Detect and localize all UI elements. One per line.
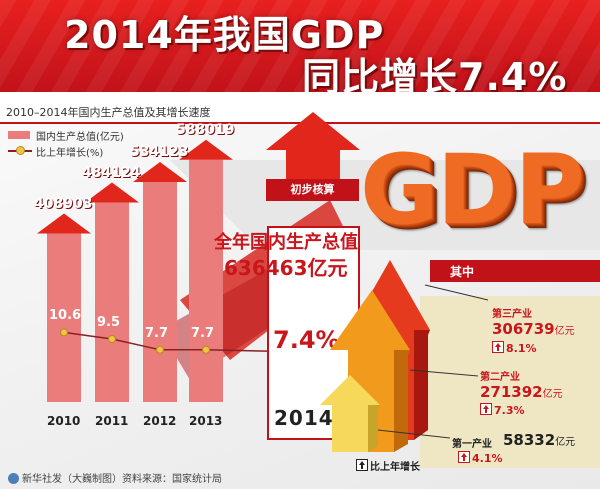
- title-line-1: 2014年我国GDP: [64, 13, 385, 57]
- primary-value: 58332亿元: [503, 431, 575, 449]
- primary-name: 第一产业: [452, 439, 492, 450]
- up-arrow-icon: [356, 459, 368, 471]
- gdp-bar-2013: [189, 159, 223, 402]
- secondary-value: 271392亿元: [480, 383, 563, 401]
- up-arrow-icon: [492, 341, 504, 353]
- tertiary-unit: 亿元: [554, 326, 575, 337]
- legend-bar-swatch: [8, 131, 30, 139]
- rate-label-2011: 9.5: [97, 315, 121, 330]
- xinhua-logo-icon: [8, 473, 19, 484]
- secondary-name: 第二产业: [480, 372, 520, 383]
- prelim-label: 初步核算: [266, 179, 359, 201]
- year-2014-label: 2014: [274, 406, 334, 430]
- growth-point-2012: [156, 345, 164, 354]
- year-label-2013: 2013: [189, 414, 223, 428]
- gdp-label-2010: 408903: [34, 195, 93, 212]
- growth-point-2010: [60, 328, 68, 337]
- tertiary-rate-value: 8.1%: [506, 342, 537, 355]
- total-gdp-value: 636463亿元: [224, 256, 348, 280]
- gdp-bar-arrow-2010: [37, 213, 91, 234]
- footer-credit: 新华社发（大巍制图）资料来源：国家统计局: [8, 470, 222, 485]
- gdp-bar-2011: [95, 202, 129, 402]
- growth-legend: 比上年增长: [356, 458, 420, 473]
- rate-label-2013: 7.7: [191, 325, 215, 341]
- year-label-2011: 2011: [95, 414, 129, 428]
- primary-rate: 4.1%: [458, 450, 503, 465]
- legend-gdp-label: 国内生产总值(亿元): [36, 132, 124, 143]
- tertiary-rate: 8.1%: [492, 340, 537, 355]
- rate-label-2010: 10.6: [49, 308, 82, 324]
- up-arrow-icon: [480, 403, 492, 415]
- gdp-label-2012: 534123: [130, 143, 189, 160]
- gdp-bar-arrow-2012: [133, 161, 187, 182]
- secondary-rate-value: 7.3%: [494, 404, 525, 417]
- gdp-label-2013: 588019: [176, 121, 235, 138]
- breakdown-header: 其中: [450, 265, 475, 279]
- growth-point-2011: [108, 335, 116, 343]
- tertiary-name: 第三产业: [492, 309, 532, 320]
- legend-marker: [16, 146, 25, 155]
- growth-point-2013: [202, 345, 210, 354]
- secondary-rate: 7.3%: [480, 402, 525, 417]
- growth-legend-label: 比上年增长: [370, 462, 420, 473]
- gdp-bar-2012: [143, 181, 177, 402]
- secondary-unit: 亿元: [542, 389, 563, 400]
- legend-growth-label: 比上年增长(%): [36, 148, 104, 159]
- total-gdp-heading: 全年国内生产总值: [214, 232, 358, 253]
- growth-rate-2014: 7.4%: [273, 326, 340, 354]
- year-label-2010: 2010: [47, 414, 81, 428]
- gdp-bar-arrow-2011: [85, 182, 139, 203]
- year-label-2012: 2012: [143, 414, 177, 428]
- primary-value-number: 58332: [503, 431, 556, 449]
- tertiary-value: 306739亿元: [492, 320, 575, 338]
- title-band: [0, 0, 600, 92]
- title-line-2: 同比增长7.4%: [302, 55, 568, 99]
- gdp-bar-2010: [47, 233, 81, 402]
- footer-text: 新华社发（大巍制图）资料来源：国家统计局: [22, 474, 222, 485]
- chart-subtitle: 2010–2014年国内生产总值及其增长速度: [6, 106, 211, 119]
- sector-panel: [420, 296, 600, 468]
- gdp-3d-word: GDP: [360, 134, 585, 246]
- gdp-bar-arrow-2013: [179, 139, 233, 160]
- tertiary-value-number: 306739: [492, 320, 555, 338]
- gdp-label-2011: 484124: [82, 164, 141, 181]
- rate-label-2012: 7.7: [145, 325, 169, 341]
- primary-rate-value: 4.1%: [472, 452, 503, 465]
- primary-unit: 亿元: [555, 437, 576, 448]
- breakdown-header-bar: [430, 260, 600, 282]
- up-arrow-icon: [458, 451, 470, 463]
- secondary-value-number: 271392: [480, 383, 543, 401]
